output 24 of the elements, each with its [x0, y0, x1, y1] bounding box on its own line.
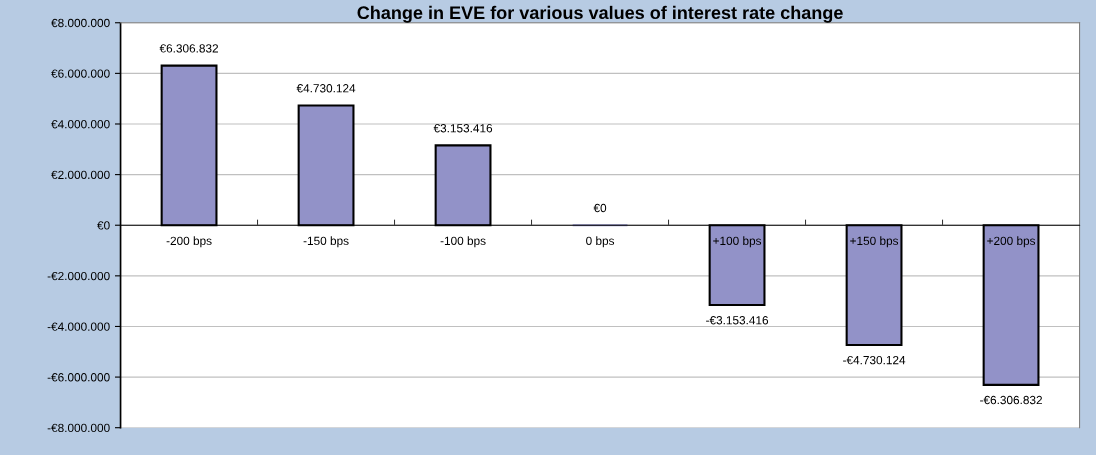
data-label: €4.730.124: [296, 84, 356, 93]
y-tick-label: €8.000.000: [51, 18, 110, 28]
y-tick-label: -€8.000.000: [47, 423, 110, 433]
y-tick-label: €2.000.000: [51, 170, 110, 179]
x-tick-label: -200 bps: [166, 236, 212, 248]
x-tick-label: 0 bps: [586, 236, 615, 248]
y-tick-label: -€6.000.000: [47, 373, 110, 382]
x-tick-label: +100 bps: [713, 236, 762, 248]
data-label: -€6.306.832: [980, 395, 1042, 405]
data-label: €0: [593, 203, 607, 213]
data-label: €3.153.416: [433, 124, 493, 133]
x-tick-label: +200 bps: [987, 236, 1036, 248]
y-tick-label: €4.000.000: [51, 120, 110, 129]
x-tick-label: -100 bps: [440, 236, 486, 248]
y-tick-label: -€2.000.000: [47, 271, 110, 281]
y-tick-label: €0: [97, 221, 110, 230]
data-label: -€3.153.416: [706, 316, 769, 325]
x-tick-label: -150 bps: [303, 236, 349, 248]
x-tick-label: +150 bps: [850, 236, 899, 248]
data-label: -€4.730.124: [843, 355, 906, 365]
chart-title: Change in EVE for various values of interest rate change: [357, 5, 843, 23]
y-tick-label: €6.000.000: [51, 69, 110, 78]
y-tick-label: -€4.000.000: [47, 322, 110, 331]
data-label: €6.306.832: [159, 44, 219, 53]
